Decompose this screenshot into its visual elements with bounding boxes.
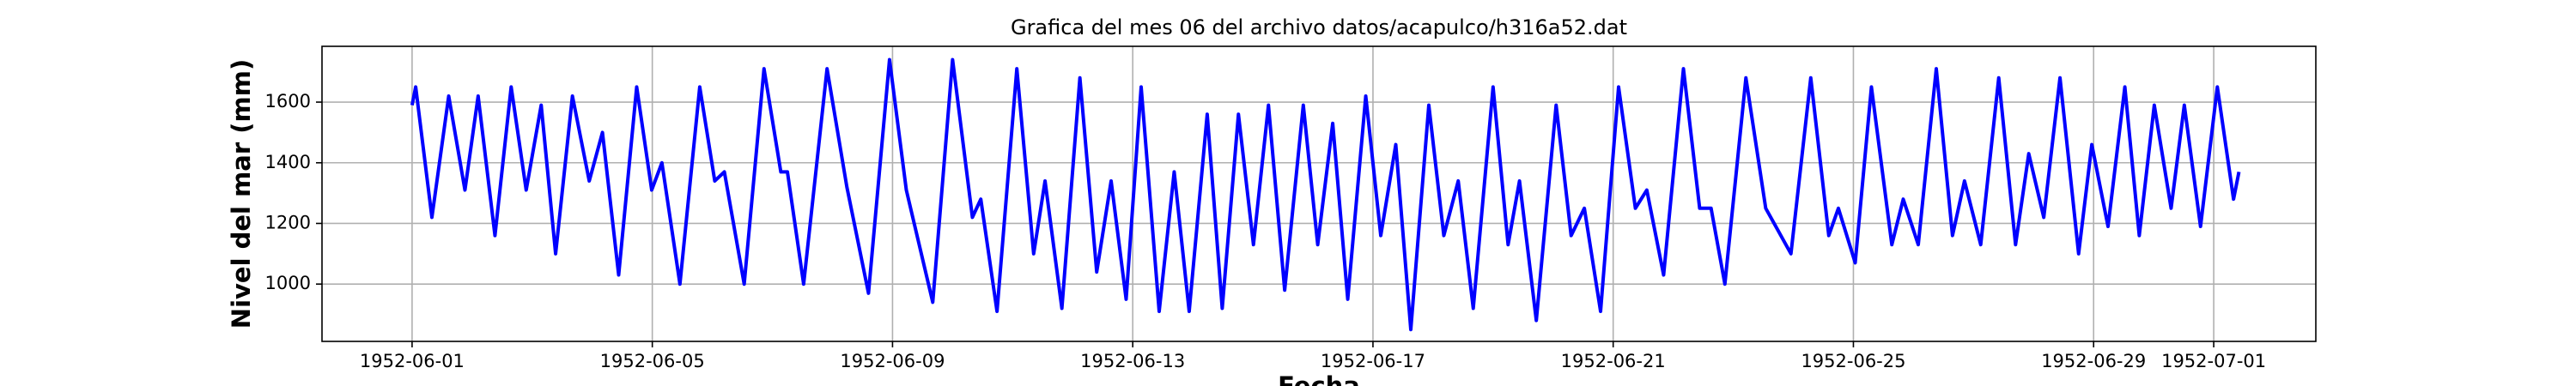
data-line xyxy=(410,57,2241,332)
y-tick-label: 1000 xyxy=(265,273,311,293)
x-tick-label: 1952-06-29 xyxy=(2041,351,2146,371)
x-tick-label: 1952-06-09 xyxy=(840,351,945,371)
x-axis-label: Fecha xyxy=(1278,371,1360,386)
x-tick-label: 1952-06-25 xyxy=(1801,351,1905,371)
y-tick-label: 1600 xyxy=(265,91,311,112)
x-tick-label: 1952-06-05 xyxy=(600,351,705,371)
x-tick-label: 1952-06-01 xyxy=(360,351,465,371)
y-tick-label: 1200 xyxy=(265,212,311,232)
chart-title: Grafica del mes 06 del archivo datos/aca… xyxy=(1011,15,1627,39)
plot-frame xyxy=(321,45,2317,342)
y-axis-label: Nivel del mar (mm) xyxy=(227,59,256,329)
x-tick-label: 1952-06-21 xyxy=(1561,351,1666,371)
x-tick-label: 1952-06-13 xyxy=(1080,351,1185,371)
x-tick-label: 1952-07-01 xyxy=(2161,351,2266,371)
y-tick-label: 1400 xyxy=(265,152,311,172)
x-tick-label: 1952-06-17 xyxy=(1321,351,1425,371)
